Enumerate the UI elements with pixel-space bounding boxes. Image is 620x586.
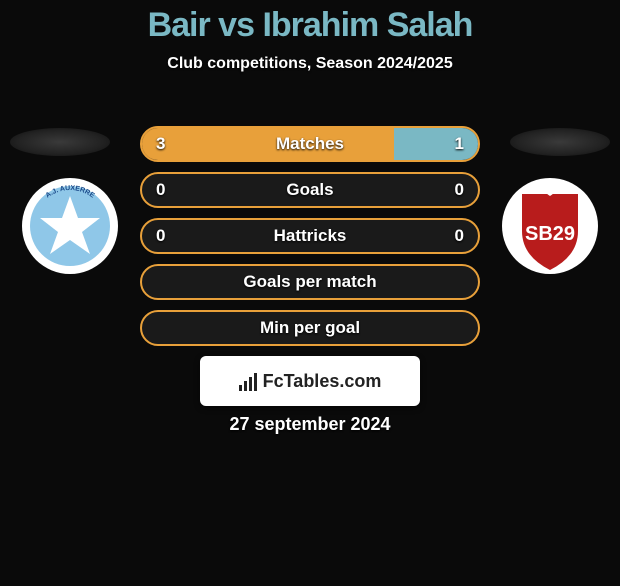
stat-row: 00Hattricks	[140, 218, 480, 254]
svg-text:SB29: SB29	[525, 223, 575, 245]
club-crest-left: A.J. AUXERRE	[20, 176, 120, 276]
club-crest-right: SB29	[500, 176, 600, 276]
player-shadow-right	[510, 128, 610, 156]
fctables-logo: FcTables.com	[200, 356, 420, 406]
logo-text: FcTables.com	[263, 371, 382, 392]
page-title: Bair vs Ibrahim Salah	[0, 6, 620, 45]
date-text: 27 september 2024	[0, 414, 620, 435]
stat-row: 00Goals	[140, 172, 480, 208]
stat-label: Goals	[142, 174, 478, 206]
stat-row: 31Matches	[140, 126, 480, 162]
stats-panel: 31Matches 00Goals 00Hattricks Goals per mat…	[140, 126, 480, 356]
stat-label: Min per goal	[142, 312, 478, 344]
stat-label: Hattricks	[142, 220, 478, 252]
logo-bars-icon	[239, 371, 257, 391]
stat-label: Matches	[142, 128, 478, 160]
stat-row: Min per goal	[140, 310, 480, 346]
stat-row: Goals per match	[140, 264, 480, 300]
subtitle: Club competitions, Season 2024/2025	[0, 55, 620, 73]
stat-label: Goals per match	[142, 266, 478, 298]
player-shadow-left	[10, 128, 110, 156]
